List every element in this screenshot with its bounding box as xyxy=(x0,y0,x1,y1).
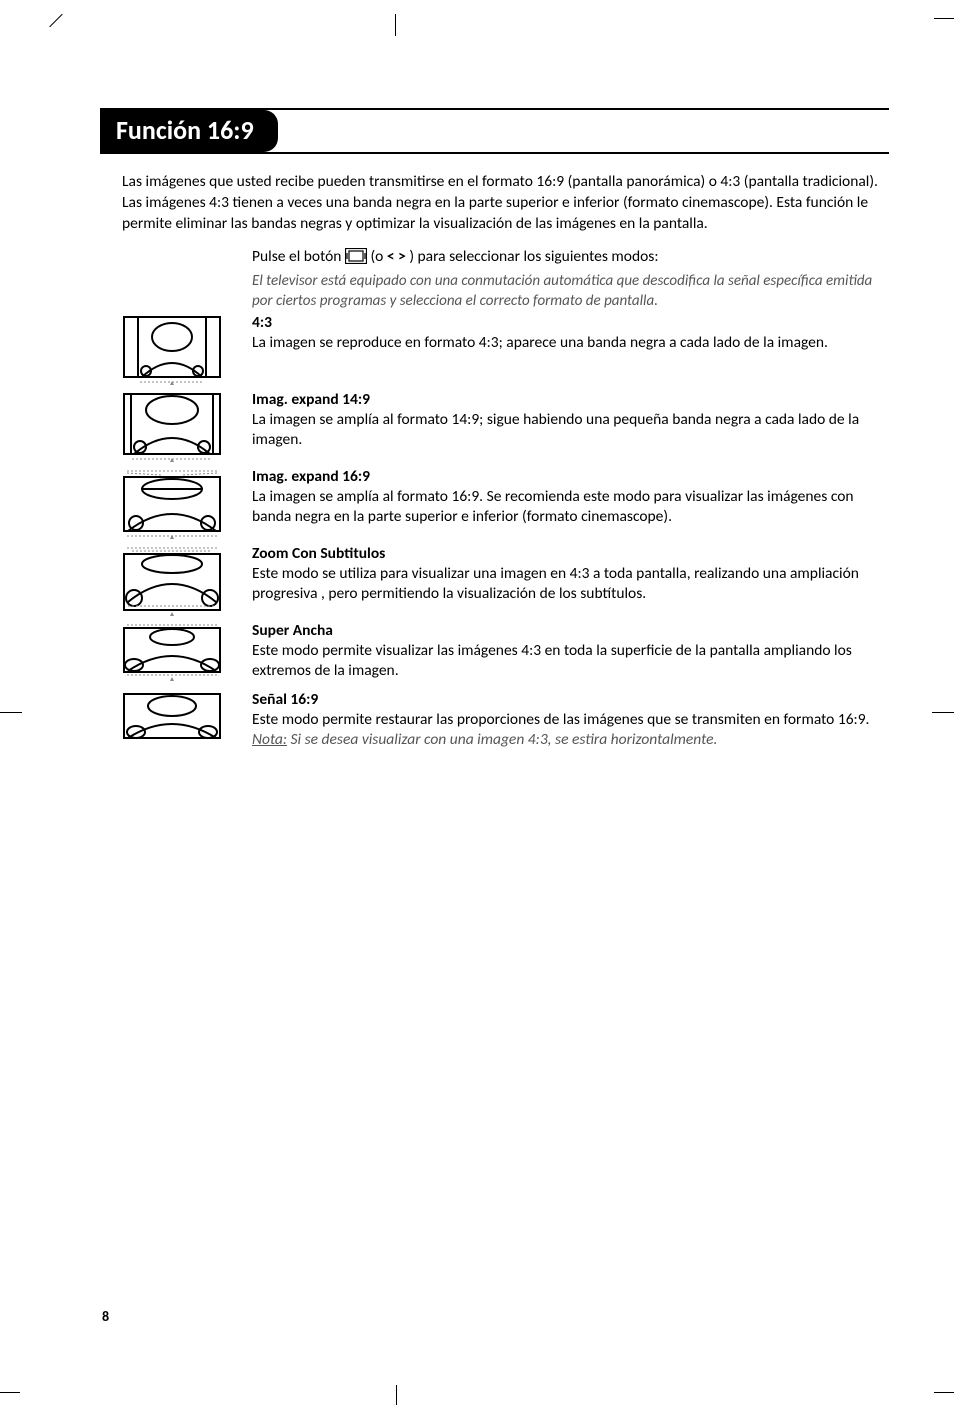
page-content: Función 16:9 Las imágenes que usted reci… xyxy=(0,0,954,758)
mode-thumbnail xyxy=(122,467,252,544)
modes-list: Pulse el botón (o < > ) para seleccionar… xyxy=(100,247,889,758)
crop-mark xyxy=(934,1392,954,1393)
crop-mark xyxy=(934,18,954,19)
aspect-14-9-icon xyxy=(122,392,222,462)
mode-thumbnail xyxy=(122,390,252,467)
mode-item: Imag. expand 14:9 La imagen se amplía al… xyxy=(122,390,889,467)
section-title-bar: Función 16:9 xyxy=(100,108,889,154)
aspect-16-9-icon xyxy=(122,469,222,539)
mode-item: Super Ancha Este modo permite visualizar… xyxy=(122,621,889,689)
signal-16-9-icon xyxy=(122,692,222,742)
instruction-text-mid: (o xyxy=(370,247,386,266)
mode-item: Señal 16:9 Este modo permite restaurar l… xyxy=(122,690,889,758)
crop-mark xyxy=(0,712,22,713)
intro-paragraph: Las imágenes que usted recibe pueden tra… xyxy=(100,172,889,235)
page-number: 8 xyxy=(102,1308,109,1325)
zoom-subtitles-icon xyxy=(122,546,222,616)
mode-description: La imagen se amplía al formato 16:9. Se … xyxy=(252,487,879,527)
crop-mark xyxy=(932,712,954,713)
mode-item: 4:3 La imagen se reproduce en formato 4:… xyxy=(122,313,889,390)
format-button-icon xyxy=(345,248,367,269)
mode-description: Este modo permite restaurar las proporci… xyxy=(252,710,879,750)
mode-title: Imag. expand 16:9 xyxy=(252,467,879,486)
mode-item: Imag. expand 16:9 La imagen se amplía al… xyxy=(122,467,889,544)
mode-thumbnail xyxy=(122,690,252,747)
crop-mark xyxy=(396,1385,397,1405)
mode-thumbnail xyxy=(122,313,252,390)
mode-description: Este modo permite visualizar las imágene… xyxy=(252,641,879,681)
mode-description: La imagen se reproduce en formato 4:3; a… xyxy=(252,333,879,353)
mode-title: 4:3 xyxy=(252,313,879,332)
crop-mark xyxy=(0,1392,20,1393)
aspect-4-3-icon xyxy=(122,315,222,385)
instruction-text-pre: Pulse el botón xyxy=(252,247,345,266)
super-wide-icon xyxy=(122,623,222,681)
note-label: Nota: xyxy=(252,730,287,749)
instruction-text-post: ) para seleccionar los siguientes modos: xyxy=(409,247,658,266)
mode-desc-text: Este modo permite restaurar las proporci… xyxy=(252,710,869,729)
mode-title: Zoom Con Subtitulos xyxy=(252,544,879,563)
instruction-note: El televisor está equipado con una conmu… xyxy=(252,271,889,312)
mode-thumbnail xyxy=(122,544,252,621)
mode-title: Señal 16:9 xyxy=(252,690,879,709)
mode-description: Este modo se utiliza para visualizar una… xyxy=(252,564,879,604)
instruction-line: Pulse el botón (o < > ) para seleccionar… xyxy=(252,247,889,269)
mode-title: Super Ancha xyxy=(252,621,879,640)
note-text: Si se desea visualizar con una imagen 4:… xyxy=(287,730,717,749)
left-right-arrows-icon: < > xyxy=(387,247,406,266)
mode-item: Zoom Con Subtitulos Este modo se utiliza… xyxy=(122,544,889,621)
mode-title: Imag. expand 14:9 xyxy=(252,390,879,409)
section-title: Función 16:9 xyxy=(100,110,278,152)
crop-mark xyxy=(395,14,396,36)
mode-thumbnail xyxy=(122,621,252,686)
mode-description: La imagen se amplía al formato 14:9; sig… xyxy=(252,410,879,450)
